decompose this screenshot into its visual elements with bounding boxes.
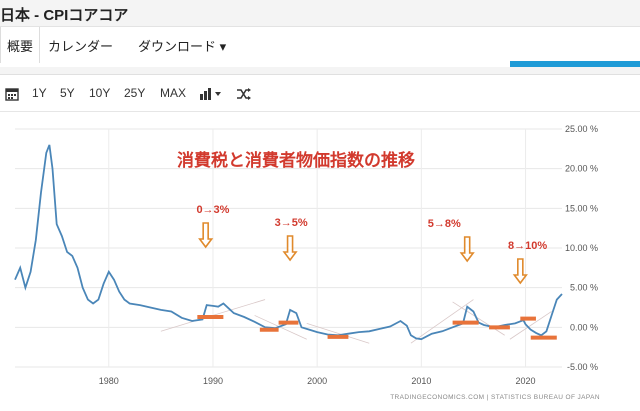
trend-line [452, 301, 505, 336]
chart: 25.00 % 20.00 % 15.00 % 10.00 % 5.00 % 0.00 %… [14, 124, 600, 401]
page-title: 日本 - CPIコアコア [0, 7, 129, 24]
y-tick-label: 20.00 % [565, 164, 598, 174]
tab-bar: 概要 カレンダー ダウンロード ▾ [0, 26, 640, 67]
down-arrow-icon [512, 258, 528, 285]
trend-line [410, 299, 474, 344]
y-tick-label: -5.00 % [567, 362, 598, 372]
y-tick-label: 25.00 % [565, 124, 598, 134]
trend-line [306, 322, 370, 344]
tab-download[interactable]: ダウンロード ▾ [138, 39, 227, 54]
y-tick-label: 0.00 % [570, 322, 598, 332]
source-credit: TRADINGECONOMICS.COM | STATISTICS BUREAU… [390, 394, 600, 401]
annotations: 0→3% 3→5% 5→8% 8→10% [196, 204, 557, 340]
bar-chart-icon[interactable] [199, 88, 223, 100]
range-10y-button[interactable]: 10Y [89, 86, 111, 100]
x-tick-label: 1990 [203, 376, 223, 386]
tab-calendar[interactable]: カレンダー [48, 39, 114, 54]
annotation-label: 8→10% [508, 240, 547, 252]
accent-strip [510, 61, 640, 67]
calendar-icon[interactable] [5, 87, 19, 101]
trend-line [509, 311, 552, 340]
y-tick-label: 10.00 % [565, 243, 598, 253]
down-arrow-icon [198, 222, 214, 249]
chart-title: 消費税と消費者物価指数の推移 [177, 150, 415, 170]
x-tick-label: 2010 [411, 376, 431, 386]
y-tick-label: 5.00 % [570, 283, 598, 293]
annotation-label: 5→8% [428, 218, 461, 230]
trend-line [254, 315, 307, 340]
range-5y-button[interactable]: 5Y [60, 86, 75, 100]
x-tick-label: 2000 [307, 376, 327, 386]
annotation-label: 3→5% [275, 217, 308, 229]
grid [15, 128, 562, 368]
annotation-label: 0→3% [196, 204, 229, 216]
y-tick-label: 15.00 % [565, 203, 598, 213]
chart-toolbar: 1Y 5Y 10Y 25Y MAX [0, 75, 640, 112]
chart-panel: 1Y 5Y 10Y 25Y MAX 25.00 % 20.00 % 15.00 % 1… [0, 74, 640, 411]
y-axis-labels: 25.00 % 20.00 % 15.00 % 10.00 % 5.00 % 0.00 %… [565, 124, 598, 372]
down-arrow-icon [459, 236, 475, 263]
range-25y-button[interactable]: 25Y [124, 86, 146, 100]
range-max-button[interactable]: MAX [160, 86, 187, 100]
down-arrow-icon [282, 235, 298, 262]
shuffle-icon[interactable] [236, 87, 251, 101]
x-tick-label: 2020 [516, 376, 536, 386]
x-tick-label: 1980 [99, 376, 119, 386]
range-1y-button[interactable]: 1Y [32, 86, 47, 100]
x-axis-labels: 1980 1990 2000 2010 2020 [99, 376, 536, 386]
tab-overview[interactable]: 概要 [0, 27, 40, 63]
title-bar: 日本 - CPIコアコア [0, 0, 640, 26]
